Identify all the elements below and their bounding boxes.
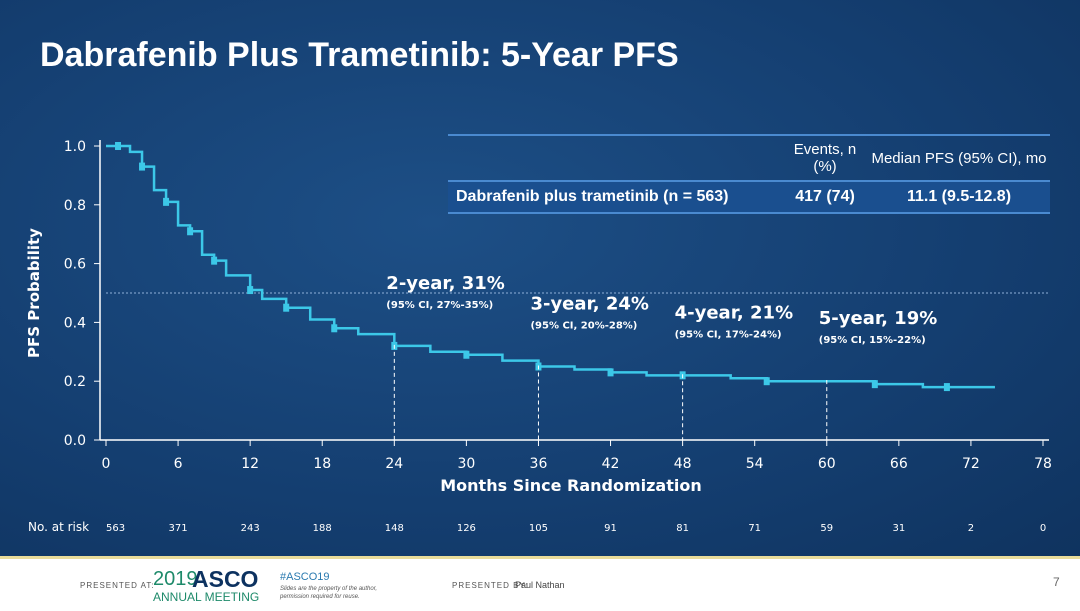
at-risk-value: 148 <box>385 523 404 534</box>
censor-mark <box>463 350 470 359</box>
x-tick-label: 72 <box>962 456 980 472</box>
summary-table: Events, n (%) Median PFS (95% CI), mo Da… <box>448 134 1050 214</box>
y-tick-label: 1.0 <box>64 139 86 155</box>
at-risk-value: 126 <box>457 523 476 534</box>
landmark-ci: (95% CI, 27%-35%) <box>386 300 493 311</box>
at-risk-value: 59 <box>820 523 833 534</box>
censor-mark <box>247 286 254 295</box>
censor-mark <box>943 383 950 392</box>
censor-mark <box>163 197 170 206</box>
at-risk-label: No. at risk <box>28 520 89 534</box>
at-risk-value: 2 <box>968 523 974 534</box>
at-risk-value: 91 <box>604 523 617 534</box>
row-label: Dabrafenib plus trametinib (n = 563) <box>456 188 729 205</box>
table-row: Dabrafenib plus trametinib (n = 563) 417… <box>448 180 1050 214</box>
presented-by-label: PRESENTED BY: <box>452 581 529 590</box>
presented-at-label: PRESENTED AT: <box>80 581 155 590</box>
header-events: Events, n (%) <box>793 141 857 175</box>
censor-mark <box>331 324 338 333</box>
slide-title: Dabrafenib Plus Trametinib: 5-Year PFS <box>40 36 679 74</box>
footer: PRESENTED AT: 2019 ASCO ANNUAL MEETING #… <box>0 556 1080 611</box>
presenter-name: Paul Nathan <box>515 580 565 590</box>
landmark-ci: (95% CI, 20%-28%) <box>530 320 637 331</box>
y-tick-label: 0.2 <box>64 374 86 390</box>
censor-mark <box>115 142 122 150</box>
censor-mark <box>283 303 290 312</box>
page-number: 7 <box>1053 575 1060 589</box>
x-tick-label: 60 <box>818 456 836 472</box>
asco-year: 2019 <box>153 568 198 590</box>
slide: Dabrafenib Plus Trametinib: 5-Year PFS 0… <box>0 0 1080 556</box>
at-risk-value: 31 <box>892 523 905 534</box>
at-risk-value: 563 <box>106 523 125 534</box>
asco-logo: ASCO <box>192 566 259 592</box>
y-tick-label: 0.0 <box>64 433 86 449</box>
header-median: Median PFS (95% CI), mo <box>871 149 1047 167</box>
landmark-label: 5-year, 19% <box>819 308 938 329</box>
x-tick-label: 54 <box>746 456 764 472</box>
x-tick-label: 18 <box>313 456 331 472</box>
km-chart: 0 563 6 371 12 243 18 188 24 148 30 126 36 105 42 91 48 8… <box>25 139 1052 534</box>
annual-meeting: ANNUAL MEETING <box>153 590 260 604</box>
at-risk-value: 81 <box>676 523 689 534</box>
x-tick-label: 12 <box>241 456 259 472</box>
landmark-label: 2-year, 31% <box>386 273 505 294</box>
row-events: 417 (74) <box>795 188 855 205</box>
at-risk-value: 105 <box>529 523 548 534</box>
at-risk-value: 71 <box>748 523 761 534</box>
at-risk-value: 371 <box>169 523 188 534</box>
table-header: Events, n (%) Median PFS (95% CI), mo <box>448 134 1050 180</box>
censor-mark <box>763 377 770 386</box>
y-tick-label: 0.6 <box>64 257 86 273</box>
landmark-ci: (95% CI, 15%-22%) <box>819 335 926 346</box>
notice-line-1: Slides are the property of the author, <box>280 586 378 592</box>
y-tick-label: 0.8 <box>64 198 86 214</box>
y-axis-label: PFS Probability <box>25 228 43 358</box>
x-tick-label: 30 <box>457 456 475 472</box>
censor-mark <box>187 227 194 236</box>
x-tick-label: 24 <box>385 456 403 472</box>
x-tick-label: 0 <box>102 456 111 472</box>
censor-mark <box>139 162 146 171</box>
at-risk-value: 0 <box>1040 523 1046 534</box>
x-tick-label: 48 <box>674 456 692 472</box>
at-risk-value: 188 <box>313 523 332 534</box>
x-tick-label: 78 <box>1034 456 1052 472</box>
km-curve <box>106 144 995 389</box>
censor-mark <box>871 380 878 389</box>
landmark-ci: (95% CI, 17%-24%) <box>675 329 782 340</box>
x-tick-label: 42 <box>602 456 620 472</box>
landmark-label: 3-year, 24% <box>530 293 649 314</box>
x-tick-label: 36 <box>530 456 548 472</box>
y-tick-label: 0.4 <box>64 315 86 331</box>
hashtag: #ASCO19 <box>280 571 330 583</box>
landmark-label: 4-year, 21% <box>675 302 794 323</box>
censor-mark <box>211 256 218 265</box>
at-risk-value: 243 <box>241 523 260 534</box>
x-tick-label: 6 <box>174 456 183 472</box>
x-tick-label: 66 <box>890 456 908 472</box>
notice-line-2: permission required for reuse. <box>280 594 360 600</box>
row-median: 11.1 (9.5-12.8) <box>906 188 1012 205</box>
censor-mark <box>607 368 614 377</box>
x-axis-label: Months Since Randomization <box>440 476 701 495</box>
